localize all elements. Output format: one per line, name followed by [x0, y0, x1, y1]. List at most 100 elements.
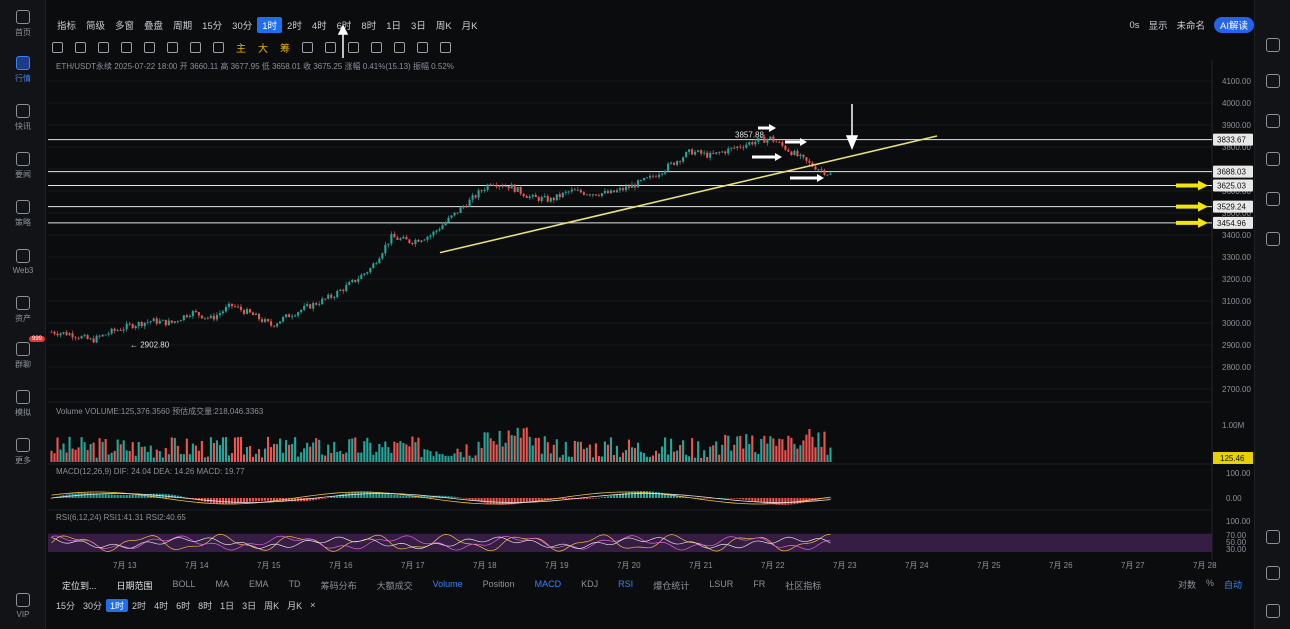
indicator-tab-Position[interactable]: Position: [482, 578, 515, 589]
order-book-icon[interactable]: [1266, 38, 1280, 52]
indicator-tab-Volume[interactable]: Volume: [432, 578, 463, 589]
macd-histogram-bar: [315, 498, 318, 500]
indicator-tab-社区指标[interactable]: 社区指标: [785, 580, 822, 591]
trade-icon[interactable]: [1266, 74, 1280, 88]
sidebar-item-7[interactable]: 群聊 999: [0, 336, 46, 376]
measure-tool-icon[interactable]: [190, 41, 201, 53]
sidebar-item-4[interactable]: 策略: [0, 194, 46, 234]
display-button[interactable]: 显示: [1148, 21, 1168, 32]
overlay-button[interactable]: 叠盘: [144, 21, 164, 32]
text-tool-icon[interactable]: [167, 41, 178, 53]
interval-1日[interactable]: 1日: [386, 21, 402, 32]
lock-tool-icon[interactable]: [325, 41, 336, 53]
bottom-interval-周K[interactable]: 周K: [264, 600, 280, 611]
candle-body: [158, 320, 161, 324]
close-interval-row-icon[interactable]: ×: [310, 600, 316, 610]
filter-tool-icon[interactable]: [394, 41, 405, 53]
interval-1时[interactable]: 1时: [257, 17, 283, 33]
date-range-dropdown[interactable]: 日期范围: [116, 580, 153, 591]
simple-mode-button[interactable]: 简级: [86, 21, 106, 32]
indicator-tab-MA[interactable]: MA: [215, 578, 230, 589]
bottom-interval-8时[interactable]: 8时: [198, 600, 213, 611]
indicator-tab-EMA[interactable]: EMA: [249, 578, 269, 589]
bottom-interval-月K[interactable]: 月K: [287, 600, 303, 611]
interval-3日[interactable]: 3日: [411, 21, 426, 32]
log-scale-toggle[interactable]: 对数: [1177, 580, 1196, 590]
fib-tool-icon[interactable]: [121, 41, 132, 53]
large-order-toggle[interactable]: 大: [258, 43, 268, 55]
sidebar-item-6[interactable]: 资产: [0, 290, 46, 330]
horizontal-line-tool-icon[interactable]: [75, 41, 86, 53]
indicator-tab-TD[interactable]: TD: [288, 578, 301, 589]
panda-avatar-icon[interactable]: [1266, 604, 1280, 618]
magnet-tool-icon[interactable]: [302, 41, 313, 53]
macd-histogram-bar: [483, 498, 486, 503]
macd-histogram-bar: [462, 498, 465, 499]
multi-window-button[interactable]: 多窗: [115, 21, 135, 32]
bottom-interval-4时[interactable]: 4时: [154, 600, 169, 611]
indicator-tab-RSI[interactable]: RSI: [618, 578, 634, 589]
sidebar-item-0[interactable]: 首页: [0, 4, 46, 44]
volume-bar: [597, 455, 600, 462]
indicator-tab-KDJ[interactable]: KDJ: [581, 578, 599, 589]
undo-icon[interactable]: [440, 41, 451, 53]
interval-30分[interactable]: 30分: [232, 21, 253, 32]
interval-周K[interactable]: 周K: [435, 21, 452, 32]
volume-bar: [378, 443, 381, 462]
sidebar-item-1[interactable]: 行情: [0, 50, 46, 90]
chat-icon[interactable]: [1266, 152, 1280, 166]
candle-body: [829, 173, 832, 175]
trend-line-tool-icon[interactable]: [52, 41, 63, 53]
period-dropdown[interactable]: 周期: [173, 21, 193, 32]
notification-icon[interactable]: [1266, 192, 1280, 206]
bottom-interval-3日[interactable]: 3日: [242, 600, 257, 611]
interval-4时[interactable]: 4时: [311, 21, 327, 32]
brush-tool-icon[interactable]: [144, 41, 155, 53]
indicator-tab-FR[interactable]: FR: [753, 578, 766, 589]
bottom-interval-2时[interactable]: 2时: [132, 600, 147, 611]
locate-button[interactable]: 定位到...: [62, 580, 97, 591]
sidebar-item-8[interactable]: 模拟: [0, 384, 46, 424]
indicator-tab-筹码分布[interactable]: 筹码分布: [320, 580, 357, 591]
sidebar-item-3[interactable]: 要闻: [0, 146, 46, 186]
candle-body: [757, 138, 760, 142]
percent-scale-toggle[interactable]: %: [1205, 578, 1214, 588]
interval-8时[interactable]: 8时: [361, 21, 377, 32]
auto-scale-toggle[interactable]: 自动: [1223, 580, 1242, 590]
indicators-button[interactable]: 指标: [57, 21, 77, 32]
volume-bar: [122, 440, 125, 462]
bottom-interval-1日[interactable]: 1日: [220, 600, 235, 611]
position-icon[interactable]: [1266, 114, 1280, 128]
chips-toggle[interactable]: 筹: [280, 43, 290, 55]
bottom-interval-6时[interactable]: 6时: [176, 600, 191, 611]
main-indicator-toggle[interactable]: 主: [236, 43, 246, 55]
indicator-tab-MACD[interactable]: MACD: [534, 578, 562, 589]
unnamed-layout-button[interactable]: 未命名: [1176, 21, 1206, 32]
sidebar-item-5[interactable]: Web3: [0, 242, 46, 282]
trend-line: [439, 135, 938, 254]
history-icon[interactable]: [1266, 232, 1280, 246]
bottom-interval-30分[interactable]: 30分: [83, 600, 103, 611]
eye-tool-icon[interactable]: [348, 41, 359, 53]
delete-tool-icon[interactable]: [417, 41, 428, 53]
sidebar-item-9[interactable]: 更多: [0, 432, 46, 472]
interval-2时[interactable]: 2时: [287, 21, 302, 32]
sidebar-item-2[interactable]: 快讯: [0, 98, 46, 138]
indicator-tab-爆仓统计[interactable]: 爆仓统计: [653, 580, 690, 591]
volume-bar: [83, 442, 86, 462]
bottom-interval-1时[interactable]: 1时: [106, 598, 129, 612]
more-tools-icon[interactable]: [213, 41, 224, 53]
indicator-tab-LSUR[interactable]: LSUR: [709, 578, 734, 589]
interval-月K[interactable]: 月K: [461, 21, 478, 32]
support-icon[interactable]: [1266, 566, 1280, 580]
bottom-interval-15分[interactable]: 15分: [56, 600, 76, 611]
layout-icon[interactable]: [1266, 530, 1280, 544]
indicator-tab-BOLL[interactable]: BOLL: [172, 578, 196, 589]
channel-tool-icon[interactable]: [98, 41, 109, 53]
sidebar-item-10[interactable]: VIP: [0, 586, 46, 626]
indicator-tab-大额成交[interactable]: 大额成交: [376, 580, 413, 591]
pencil-tool-icon[interactable]: [371, 41, 382, 53]
ai-analysis-button[interactable]: AI解读: [1214, 17, 1254, 33]
interval-15分[interactable]: 15分: [202, 21, 223, 32]
